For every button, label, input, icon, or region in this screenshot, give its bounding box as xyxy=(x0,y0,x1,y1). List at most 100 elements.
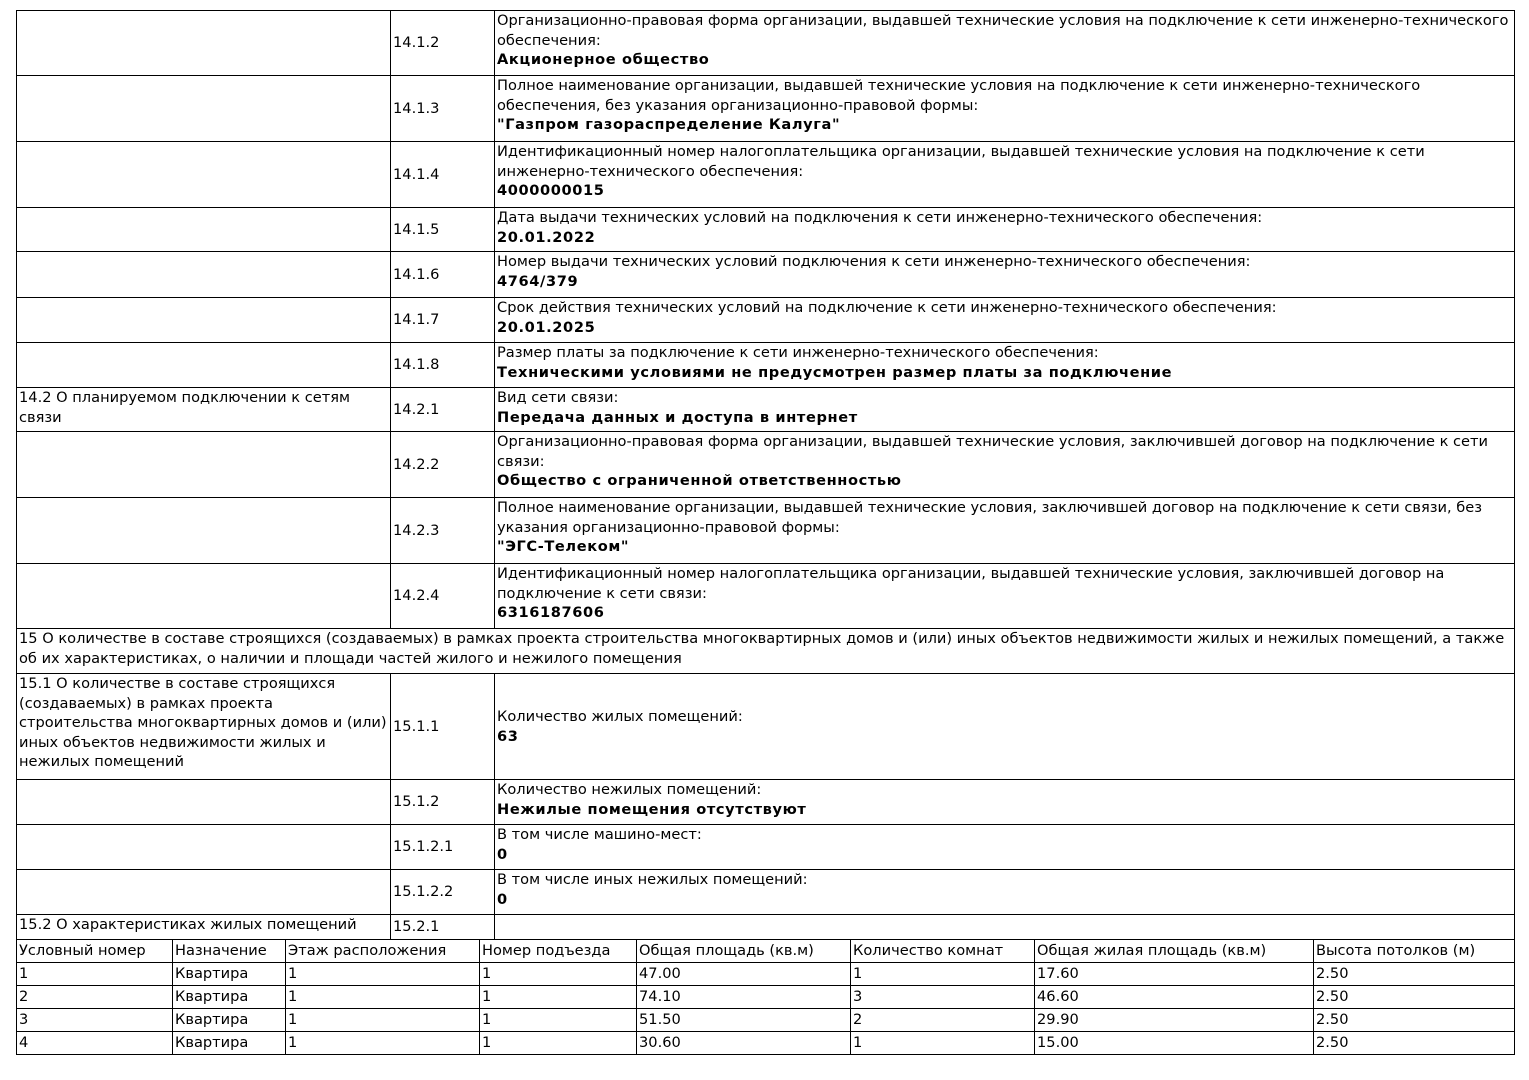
section-cell xyxy=(16,251,391,298)
item-label: В том числе иных нежилых помещений: xyxy=(497,871,808,888)
apartment-cell: 30.60 xyxy=(636,1031,851,1055)
item-content: Организационно-правовая форма организаци… xyxy=(494,10,1515,76)
item-label: Количество нежилых помещений: xyxy=(497,781,762,798)
item-code: 14.1.7 xyxy=(390,297,495,343)
item-code: 14.1.2 xyxy=(390,10,495,76)
section-cell: 14.2 О планируемом подключении к сетям с… xyxy=(16,387,391,432)
project-info-table: 14.1.2 Организационно-правовая форма орга… xyxy=(16,10,1515,940)
column-header: Количество комнат xyxy=(850,939,1035,963)
item-label: Вид сети связи: xyxy=(497,389,619,406)
item-content: Дата выдачи технических условий на подкл… xyxy=(494,207,1515,252)
apartment-cell: 1 xyxy=(850,1031,1035,1055)
item-code: 15.1.1 xyxy=(390,673,495,780)
apartment-cell: 51.50 xyxy=(636,1008,851,1032)
section-heading: 15 О количестве в составе строящихся (со… xyxy=(16,628,1515,674)
item-label: Срок действия технических условий на под… xyxy=(497,299,1277,316)
apartment-cell: 46.60 xyxy=(1034,985,1314,1009)
apartment-cell: 2.50 xyxy=(1313,1008,1515,1032)
item-label: Идентификационный номер налогоплательщик… xyxy=(497,565,1445,602)
item-label: Дата выдачи технических условий на подкл… xyxy=(497,209,1263,226)
table-row: 14.2 О планируемом подключении к сетям с… xyxy=(16,387,1515,432)
item-code: 15.1.2.1 xyxy=(390,824,495,870)
item-content: Количество жилых помещений: 63 xyxy=(494,673,1515,780)
item-code: 14.2.4 xyxy=(390,563,495,629)
section-cell xyxy=(16,141,391,208)
item-value: 20.01.2025 xyxy=(497,318,596,336)
item-content: Полное наименование организации, выдавше… xyxy=(494,497,1515,564)
apartment-cell: 4 xyxy=(16,1031,173,1055)
item-code: 15.1.2.2 xyxy=(390,869,495,915)
item-content xyxy=(494,914,1515,940)
table-row: 15.2 О характеристиках жилых помещений 15… xyxy=(16,914,1515,940)
apartment-cell: 29.90 xyxy=(1034,1008,1314,1032)
apartment-cell: 1 xyxy=(479,1031,637,1055)
item-code: 15.2.1 xyxy=(390,914,495,940)
table-row: 15.1.2.2 В том числе иных нежилых помещен… xyxy=(16,869,1515,915)
section-cell xyxy=(16,824,391,870)
apartment-cell: 1 xyxy=(285,962,480,986)
apartment-cell: 3 xyxy=(16,1008,173,1032)
item-value: 4764/379 xyxy=(497,272,579,290)
column-header: Общая жилая площадь (кв.м) xyxy=(1034,939,1314,963)
apartment-cell: 1 xyxy=(285,1008,480,1032)
table-row: 14.1.7 Срок действия технических условий … xyxy=(16,297,1515,343)
section-cell xyxy=(16,497,391,564)
item-value: 4000000015 xyxy=(497,182,605,199)
item-content: Количество нежилых помещений: Нежилые пом… xyxy=(494,779,1515,825)
apartment-cell: 2 xyxy=(850,1008,1035,1032)
item-code: 14.2.3 xyxy=(390,497,495,564)
table-row: 14.1.4 Идентификационный номер налогоплат… xyxy=(16,141,1515,208)
item-label: Организационно-правовая форма организаци… xyxy=(497,12,1509,49)
apartment-row: 4 Квартира 1 1 30.60 1 15.00 2.50 xyxy=(16,1031,1515,1055)
item-code: 14.1.3 xyxy=(390,75,495,142)
column-header: Высота потолков (м) xyxy=(1313,939,1515,963)
section-cell xyxy=(16,297,391,343)
section-cell xyxy=(16,563,391,629)
apartment-cell: 1 xyxy=(479,962,637,986)
table-row: 14.1.6 Номер выдачи технических условий п… xyxy=(16,251,1515,298)
item-value: Акционерное общество xyxy=(497,51,710,68)
table-row: 14.1.3 Полное наименование организации, в… xyxy=(16,75,1515,142)
column-header: Условный номер xyxy=(16,939,173,963)
item-content: Номер выдачи технических условий подключ… xyxy=(494,251,1515,298)
item-label: Размер платы за подключение к сети инжен… xyxy=(497,344,1099,361)
item-value: "Газпром газораспределение Калуга" xyxy=(497,116,841,133)
apartment-cell: Квартира xyxy=(172,1008,286,1032)
section-cell xyxy=(16,869,391,915)
item-value: "ЭГС-Телеком" xyxy=(497,538,630,555)
item-code: 14.2.1 xyxy=(390,387,495,432)
apartment-cell: 2.50 xyxy=(1313,1031,1515,1055)
apartment-cell: Квартира xyxy=(172,985,286,1009)
apartment-cell: 1 xyxy=(850,962,1035,986)
table-row: 15.1.2 Количество нежилых помещений: Нежил… xyxy=(16,779,1515,825)
section-cell: 15.1 О количестве в составе строящихся (… xyxy=(16,673,391,780)
apartment-cell: Квартира xyxy=(172,962,286,986)
apartments-header-row: Условный номер Назначение Этаж расположени… xyxy=(16,939,1515,963)
table-row: 14.2.3 Полное наименование организации, в… xyxy=(16,497,1515,564)
item-content: В том числе иных нежилых помещений: 0 xyxy=(494,869,1515,915)
table-row: 15 О количестве в составе строящихся (со… xyxy=(16,628,1515,674)
item-content: Срок действия технических условий на под… xyxy=(494,297,1515,343)
item-label: В том числе машино-мест: xyxy=(497,826,702,843)
apartment-cell: 47.00 xyxy=(636,962,851,986)
section-cell xyxy=(16,342,391,388)
section-cell xyxy=(16,207,391,252)
column-header: Этаж расположения xyxy=(285,939,480,963)
apartment-cell: 1 xyxy=(285,985,480,1009)
item-value: 20.01.2022 xyxy=(497,228,596,246)
item-code: 14.1.4 xyxy=(390,141,495,208)
item-value: 0 xyxy=(497,845,508,863)
table-row: 15.1 О количестве в составе строящихся (… xyxy=(16,673,1515,780)
table-row: 14.1.8 Размер платы за подключение к сети… xyxy=(16,342,1515,388)
apartment-cell: 2.50 xyxy=(1313,962,1515,986)
table-row: 15.1.2.1 В том числе машино-мест: 0 xyxy=(16,824,1515,870)
item-content: В том числе машино-мест: 0 xyxy=(494,824,1515,870)
item-label: Номер выдачи технических условий подключ… xyxy=(497,253,1251,270)
apartment-cell: 2 xyxy=(16,985,173,1009)
item-value: 6316187606 xyxy=(497,604,605,621)
item-content: Полное наименование организации, выдавше… xyxy=(494,75,1515,142)
apartment-cell: 1 xyxy=(16,962,173,986)
item-label: Организационно-правовая форма организаци… xyxy=(497,433,1489,470)
item-label: Количество жилых помещений: xyxy=(497,708,743,725)
apartment-row: 2 Квартира 1 1 74.10 3 46.60 2.50 xyxy=(16,985,1515,1009)
